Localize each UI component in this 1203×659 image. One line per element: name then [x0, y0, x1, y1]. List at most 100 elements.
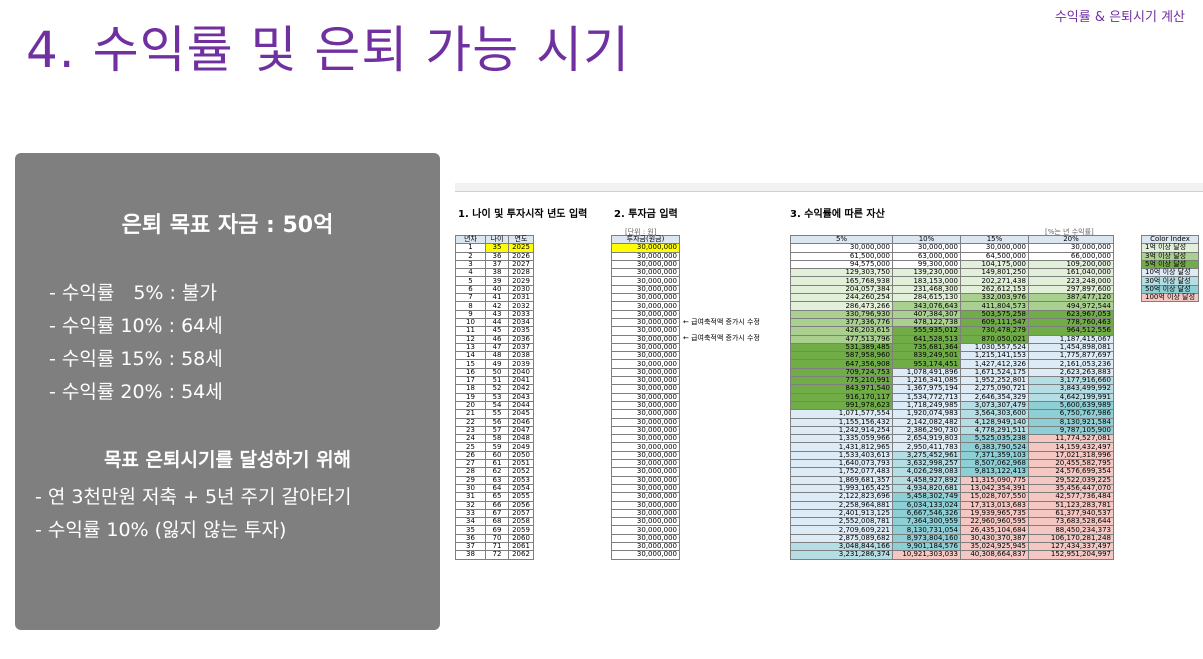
table-cell: 332,003,976	[960, 293, 1029, 303]
table-cell: 3,231,286,374	[790, 550, 893, 560]
table-cell: 22,960,960,595	[960, 517, 1029, 527]
table-cell: 41	[485, 293, 509, 303]
table-cell: 4,026,298,083	[892, 467, 961, 477]
table-row: 38 72 2062	[455, 550, 534, 560]
table-row: 30,000,000	[611, 293, 680, 303]
table-cell: 730,478,279	[960, 326, 1029, 336]
table-row: 30,000,000	[611, 517, 680, 527]
table-cell: 38	[455, 550, 486, 560]
table-cell: 68	[485, 517, 509, 527]
table-cell: 587,958,960	[790, 351, 893, 361]
table-cell: 30,000,000	[611, 359, 680, 369]
section-3-title: 3. 수익률에 따른 자산	[790, 209, 885, 220]
table-cell: 2042	[508, 384, 534, 394]
table-cell: 2045	[508, 409, 534, 419]
table-cell: 2031	[508, 293, 534, 303]
table-cell: 139,230,000	[892, 268, 961, 278]
table-cell: 30,000,000	[611, 243, 680, 253]
table-cell: 30,000,000	[611, 384, 680, 394]
table-cell: 9,813,122,413	[960, 467, 1029, 477]
table-row: 30,000,000	[611, 301, 680, 311]
table-cell: 1,920,074,983	[892, 409, 961, 419]
table-cell: 7	[455, 293, 486, 303]
table-cell: 1,215,141,153	[960, 351, 1029, 361]
table-row: 61,500,000 63,000,000 64,500,000 66,000,000	[790, 251, 1114, 261]
table-row: 30,000,000	[611, 442, 680, 452]
table-cell: 8	[455, 301, 486, 311]
table-cell: 65	[485, 492, 509, 502]
table-cell: 2025	[508, 243, 534, 253]
table-cell: 494,972,544	[1028, 301, 1114, 311]
table-cell: 2,654,919,803	[892, 434, 961, 444]
table-cell: 2,552,008,781	[790, 517, 893, 527]
table-cell: 2,950,411,783	[892, 442, 961, 452]
table-row: 94,575,000 99,300,000 104,175,000 109,200,0…	[790, 259, 1114, 270]
table-cell: 30,000,000	[611, 492, 680, 502]
table-row: 165,768,938 183,153,000 202,271,438 223,248…	[790, 276, 1114, 286]
rate-result-5: - 수익률 5% : 불가	[49, 282, 217, 304]
summary-panel: 은퇴 목표 자금 : 50억 - 수익률 5% : 불가 - 수익률 10% :…	[15, 153, 440, 630]
table-cell: 34	[455, 517, 486, 527]
page-title: 4. 수익률 및 은퇴 가능 시기	[26, 21, 631, 79]
table-row: 15 49 2039	[455, 359, 534, 369]
table-cell: 2,122,823,696	[790, 492, 893, 502]
table-cell: 31	[455, 492, 486, 502]
table-row: 991,978,623 1,718,249,985 3,073,307,479 5,6…	[790, 400, 1114, 411]
table-row: 30,000,000	[611, 384, 680, 394]
table-cell: 38	[485, 268, 509, 278]
rate-results: - 수익률 5% : 불가 - 수익률 10% : 64세 - 수익률 15% …	[49, 277, 223, 409]
table-row: 2,552,008,781 7,364,300,959 22,960,960,595…	[790, 517, 1114, 527]
table-row: 11 45 2035	[455, 326, 534, 336]
age-year-table: 년차 나이 연도 1 35 2025 2 36 2026 3 37 2027 4 38 2028 5 39…	[455, 234, 534, 560]
table-cell: 30,000,000	[1028, 243, 1114, 253]
table-cell: 58	[485, 434, 509, 444]
table-cell: 3,564,303,600	[960, 409, 1029, 419]
table-cell: 11,774,527,081	[1028, 434, 1114, 444]
table-row: 129,303,750 139,230,000 149,801,250 161,040…	[790, 268, 1114, 278]
table-cell: 244,260,254	[790, 293, 893, 303]
table-cell: 5,525,035,238	[960, 434, 1029, 444]
column-header-bar	[455, 183, 1203, 192]
table-cell: 2,709,609,221	[790, 525, 893, 535]
table-row: 30,000,000	[611, 525, 680, 535]
table-row: 18 52 2042	[455, 384, 534, 394]
table-row: 30,000,000	[611, 268, 680, 278]
table-row: 28 62 2052	[455, 467, 534, 477]
table-row: 34 68 2058	[455, 517, 534, 527]
table-cell: 647,356,908	[790, 359, 893, 369]
table-row: 31 65 2055	[455, 492, 534, 502]
table-cell: 2059	[508, 525, 534, 535]
table-cell: 1,752,077,483	[790, 467, 893, 477]
table-cell: 35	[455, 525, 486, 535]
table-row: 12 46 2036	[455, 334, 534, 344]
table-row: 843,971,540 1,367,975,194 2,275,090,721 3,8…	[790, 384, 1114, 394]
table-cell: 1,427,412,326	[960, 359, 1029, 369]
table-cell: 30,000,000	[611, 326, 680, 336]
table-cell: 73,683,528,644	[1028, 517, 1114, 527]
table-cell: 30,000,000	[611, 525, 680, 535]
table-row: 1,640,073,793 3,632,998,257 8,507,062,968 2…	[790, 458, 1114, 469]
table-cell: 30,000,000	[611, 467, 680, 477]
table-cell: 24	[455, 434, 486, 444]
table-row: 916,170,117 1,534,772,713 2,646,354,329 4,6…	[790, 392, 1114, 402]
table-row: 8 42 2032	[455, 301, 534, 311]
table-cell: 52	[485, 384, 509, 394]
table-row: 30,000,000	[611, 492, 680, 502]
table-row: 2,122,823,696 5,458,302,749 15,028,707,550…	[790, 492, 1114, 502]
table-cell: 284,615,130	[892, 293, 961, 303]
table-cell: 2,275,090,721	[960, 384, 1029, 394]
table-cell: 14	[455, 351, 486, 361]
table-cell: 2035	[508, 326, 534, 336]
table-row: 30,000,000	[611, 243, 680, 253]
table-cell: 555,935,012	[892, 326, 961, 336]
table-row: 14 48 2038	[455, 351, 534, 361]
table-cell: 426,203,615	[790, 326, 893, 336]
table-row: 2,709,609,221 8,130,731,054 26,435,104,684…	[790, 525, 1114, 535]
table-row: 10 44 2034	[455, 317, 534, 328]
legend-row: 10억 이상 달성	[1140, 268, 1200, 278]
table-cell: 1,335,059,966	[790, 434, 893, 444]
table-cell: 2032	[508, 301, 534, 311]
table-row: 4 38 2028	[455, 268, 534, 278]
table-row: 22 56 2046	[455, 417, 534, 427]
table-cell: 5,458,302,749	[892, 492, 961, 502]
